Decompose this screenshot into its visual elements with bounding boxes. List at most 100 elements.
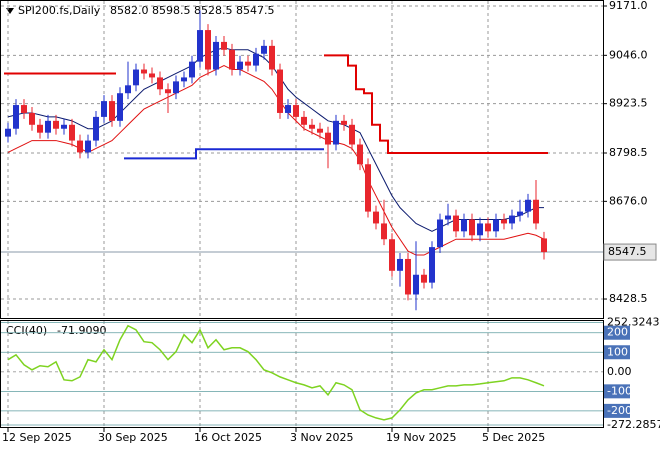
candle-body — [261, 45, 267, 54]
candle-body — [61, 124, 67, 129]
candle-body — [189, 61, 195, 78]
candle-body — [13, 105, 19, 129]
x-tick-label: 16 Oct 2025 — [194, 431, 262, 444]
candle-body — [93, 116, 99, 141]
candle-body — [301, 116, 307, 125]
candle-body — [445, 215, 451, 220]
candle-body — [533, 199, 539, 224]
cci-tick-label: 0.00 — [607, 365, 632, 378]
y-tick-label: 8923.5 — [609, 97, 648, 110]
candle-body — [509, 215, 515, 224]
candle-body — [389, 239, 395, 271]
candle-body — [405, 258, 411, 295]
candle-body — [413, 274, 419, 295]
candle-body — [125, 85, 131, 94]
candle-body — [165, 89, 171, 94]
candle-body — [5, 128, 11, 137]
x-tick-label: 5 Dec 2025 — [482, 431, 545, 444]
candle-body — [541, 238, 547, 253]
candle-body — [149, 73, 155, 78]
cci-tick-label: 252.3243 — [607, 316, 660, 329]
candle-body — [517, 211, 523, 216]
candle-body — [493, 219, 499, 232]
symbol: SPI200.fs,Daily — [18, 4, 101, 17]
candle-body — [37, 124, 43, 133]
candle-body — [205, 30, 211, 70]
candle-body — [213, 41, 219, 70]
candle-body — [109, 101, 115, 121]
candle-body — [29, 112, 35, 125]
candle-body — [437, 219, 443, 248]
candle-body — [357, 144, 363, 165]
cci-tick-label: 200 — [607, 326, 628, 339]
candle-body — [133, 69, 139, 86]
x-tick-label: 3 Nov 2025 — [290, 431, 353, 444]
candle-body — [285, 105, 291, 113]
candle-body — [453, 215, 459, 232]
ohlc-text: 8582.0 8598.5 8528.5 8547.5 — [110, 4, 274, 17]
candle-body — [309, 124, 315, 129]
moving-average — [7, 65, 545, 256]
cci-level-box — [604, 325, 630, 340]
cci-tick-label: -100 — [607, 384, 632, 397]
candle-body — [21, 105, 27, 113]
cci-tick-label: 100 — [607, 345, 628, 358]
candle-body — [349, 124, 355, 145]
candle-body — [53, 120, 59, 129]
y-tick-label: 9171.0 — [609, 0, 648, 12]
candle-body — [77, 140, 83, 153]
x-tick-label: 19 Nov 2025 — [386, 431, 456, 444]
x-tick-label: 30 Sep 2025 — [98, 431, 168, 444]
cci-frame — [0, 320, 604, 428]
cci-level-box — [604, 384, 630, 399]
candle-body — [373, 211, 379, 224]
last-price-box — [603, 243, 657, 261]
candle-body — [381, 223, 387, 240]
candle-body — [157, 77, 163, 90]
candle-body — [117, 93, 123, 121]
y-tick-label: 9046.0 — [609, 48, 648, 61]
candle-body — [173, 81, 179, 94]
cci-level-box — [604, 345, 630, 360]
candle-body — [277, 69, 283, 113]
candle-body — [429, 247, 435, 283]
candle-body — [221, 41, 227, 50]
level-line — [4, 54, 548, 155]
candle-body — [365, 164, 371, 212]
cci-line — [7, 324, 545, 421]
candle-body — [269, 45, 275, 70]
candle-body — [141, 69, 147, 74]
candle-body — [525, 199, 531, 212]
candle-body — [469, 219, 475, 236]
level-line — [124, 148, 324, 160]
cci-current: -71.9090 — [57, 324, 106, 337]
main-frame — [0, 0, 604, 319]
candle-body — [45, 120, 51, 133]
candle-body — [101, 101, 107, 117]
cci-level-box — [604, 403, 630, 418]
candle-body — [181, 77, 187, 82]
cci-tick-label: -272.2857 — [607, 418, 660, 431]
y-tick-label: 8676.0 — [609, 194, 648, 207]
candle-body — [69, 124, 75, 141]
candle-body — [325, 132, 331, 145]
cci-tick-label: -200 — [607, 404, 632, 417]
candle-body — [253, 53, 259, 66]
candle-body — [421, 274, 427, 283]
candle-body — [293, 105, 299, 117]
candle-body — [397, 258, 403, 271]
candle-body — [333, 120, 339, 145]
x-tick-label: 12 Sep 2025 — [2, 431, 72, 444]
y-tick-label: 8798.5 — [609, 146, 648, 159]
last-price-label: 8547.5 — [608, 245, 647, 258]
candle-body — [237, 61, 243, 70]
candle-body — [341, 120, 347, 125]
y-tick-label: 8428.5 — [609, 292, 648, 305]
candle-body — [461, 219, 467, 232]
candle-body — [477, 223, 483, 236]
candle-body — [197, 30, 203, 62]
candle-body — [501, 219, 507, 224]
candle-body — [229, 49, 235, 70]
